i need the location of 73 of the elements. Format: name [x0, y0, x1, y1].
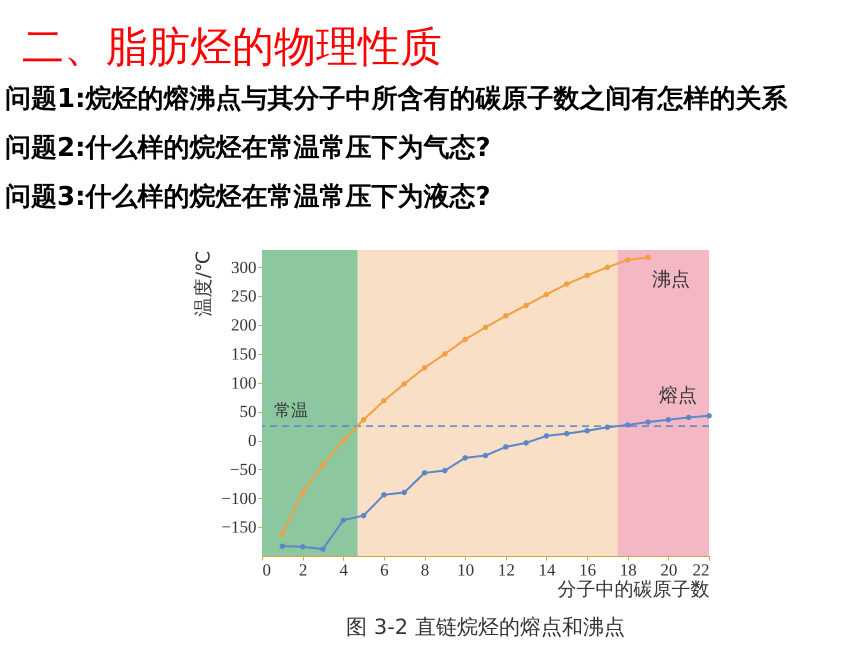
- chart-title: 二、脂肪烃的物理性质: [22, 22, 442, 71]
- x-tick-label: 18: [620, 560, 637, 580]
- point: [564, 281, 570, 287]
- point: [523, 440, 529, 446]
- point: [320, 462, 326, 468]
- point: [300, 490, 306, 496]
- point: [523, 302, 529, 308]
- point: [544, 433, 550, 439]
- point: [320, 546, 326, 552]
- point: [442, 351, 448, 357]
- point: [462, 336, 468, 342]
- point: [360, 417, 366, 422]
- x-tick-label: 6: [380, 560, 389, 580]
- y-tick-label: 150: [231, 344, 256, 364]
- point: [503, 444, 509, 450]
- point: [482, 324, 488, 330]
- point: [401, 381, 407, 387]
- point: [544, 292, 550, 298]
- x-tick-label: 8: [420, 560, 430, 580]
- y-tick-label: 50: [240, 402, 256, 422]
- point: [381, 492, 387, 498]
- point: [462, 455, 468, 461]
- point: [624, 257, 630, 263]
- point: [584, 428, 590, 434]
- point: [280, 531, 286, 537]
- x-tick-label: 10: [457, 560, 474, 580]
- point: [584, 272, 590, 278]
- point: [401, 490, 407, 496]
- x-tick-label: 16: [579, 560, 596, 580]
- series-label: 沸点: [652, 268, 690, 291]
- point: [706, 412, 712, 418]
- x-tick-label: 20: [660, 560, 678, 580]
- point: [300, 544, 306, 550]
- x-tick-label: 14: [538, 560, 556, 580]
- point: [666, 417, 672, 422]
- point: [340, 517, 346, 523]
- text: 问题1:烷烃的熔沸点与其分子中所含有的碳原子数之间有怎样的关系: [5, 84, 788, 114]
- point: [422, 470, 428, 476]
- x-tick-label: 4: [340, 560, 349, 580]
- text: 问题3:什么样的烷烃在常温常压下为液态?: [5, 182, 491, 212]
- x-tick-label: 0: [262, 560, 271, 580]
- y-axis-title: 温度/℃: [192, 250, 214, 316]
- point: [482, 452, 488, 458]
- y-tick-label: 200: [231, 316, 256, 335]
- point: [604, 424, 610, 430]
- point: [624, 422, 630, 428]
- point: [280, 543, 286, 549]
- x-axis-title: 分子中的碳原子数: [558, 578, 710, 600]
- x-tick-label: 2: [298, 560, 308, 580]
- x-tick-label: 22: [692, 560, 710, 580]
- point: [381, 398, 387, 404]
- y-tick-label: −100: [221, 488, 256, 508]
- point: [604, 264, 610, 270]
- point: [422, 365, 428, 371]
- y-tick-label: 0: [248, 431, 256, 450]
- point: [645, 419, 651, 425]
- y-tick-label: 300: [231, 258, 256, 277]
- ref-line-label: 常温: [274, 401, 308, 422]
- point: [564, 430, 570, 436]
- y-tick-label: −50: [230, 460, 256, 479]
- y-tick-label: 250: [231, 286, 256, 306]
- point: [340, 438, 346, 444]
- caption: 图 3-2 直链烷烃的熔点和沸点: [346, 615, 625, 639]
- x-tick-label: 12: [498, 560, 515, 580]
- y-tick-label: 100: [231, 373, 256, 392]
- point: [686, 414, 692, 420]
- point: [360, 512, 366, 518]
- point: [442, 468, 448, 474]
- text: 问题2:什么样的烷烃在常温常压下为气态?: [5, 133, 491, 163]
- y-tick-label: −150: [221, 518, 256, 537]
- point: [645, 254, 651, 260]
- point: [503, 313, 509, 319]
- series-label: 熔点: [659, 384, 697, 407]
